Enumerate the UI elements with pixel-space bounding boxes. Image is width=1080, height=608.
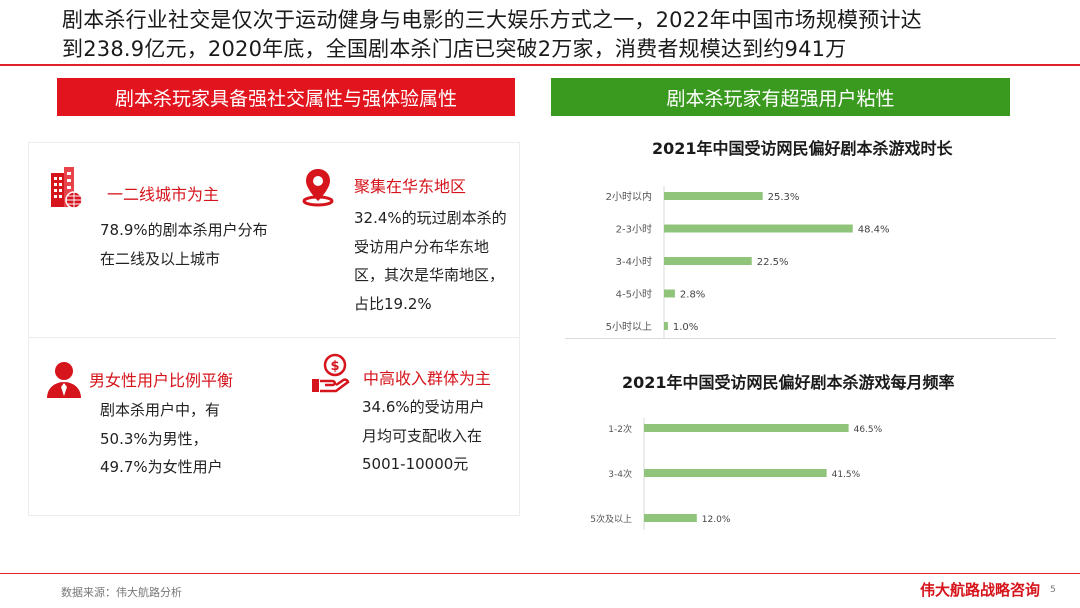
- category-label: 5次及以上: [590, 513, 632, 525]
- chart-bar: [664, 322, 668, 330]
- chart-bar: [664, 192, 763, 200]
- feature-city-line: 78.9%的剧本杀用户分布: [100, 221, 268, 239]
- headline-line-1: 剧本杀行业社交是仅次于运动健身与电影的三大娱乐方式之一，2022年中国市场规模预…: [62, 8, 922, 32]
- bottom-divider: [0, 573, 1080, 574]
- feature-region-line: 32.4%的玩过剧本杀的: [354, 209, 507, 227]
- feature-gender-line: 50.3%为男性，: [100, 429, 208, 448]
- data-label: 12.0%: [702, 515, 731, 525]
- brand-logo-text: 伟大航路战略咨询: [920, 581, 1041, 599]
- category-label: 2-3小时: [616, 224, 652, 236]
- category-label: 4-5小时: [616, 289, 652, 301]
- chart-duration-title: 2021年中国受访网民偏好剧本杀游戏时长: [652, 139, 953, 158]
- card-divider: [29, 337, 519, 338]
- data-label: 25.3%: [768, 192, 800, 203]
- feature-income-line: 5001-10000元: [362, 455, 469, 473]
- left-section-banner: 剧本杀玩家具备强社交属性与强体验属性: [57, 78, 515, 116]
- feature-region-title: 聚集在华东地区: [354, 177, 467, 196]
- location-pin-icon: [301, 167, 335, 211]
- feature-gender-title: 男女性用户比例平衡: [89, 371, 234, 390]
- chart-bar: [664, 289, 675, 298]
- right-section-banner: 剧本杀玩家有超强用户粘性: [551, 78, 1010, 116]
- feature-gender-line: 剧本杀用户中，有: [100, 401, 221, 419]
- feature-income-line: 月均可支配收入在: [362, 426, 483, 445]
- chart-bar: [664, 257, 752, 265]
- feature-city-body: 78.9%的剧本杀用户分布 在二线及以上城市: [100, 216, 300, 273]
- data-label: 41.5%: [832, 470, 861, 480]
- feature-region-line: 占比19.2%: [354, 294, 432, 313]
- data-label: 22.5%: [757, 257, 789, 268]
- source-note: 数据来源：伟大航路分析: [61, 586, 182, 599]
- feature-gender-line: 49.7%为女性用户: [100, 458, 223, 476]
- chart-frequency-svg: 1-2次 46.5% 3-4次 41.5% 5次及以上 12.0%: [590, 418, 883, 530]
- headline-line-2: 到238.9亿元，2020年底，全国剧本杀门店已突破2万家，消费者规模达到约94…: [62, 37, 847, 61]
- data-label: 46.5%: [854, 425, 883, 435]
- feature-city-title: 一二线城市为主: [107, 185, 220, 204]
- chart-bar: [664, 224, 853, 233]
- features-card: 一二线城市为主 78.9%的剧本杀用户分布 在二线及以上城市 聚集在华东地区 3…: [28, 142, 520, 516]
- category-label: 1-2次: [608, 423, 632, 435]
- chart-bar: [644, 469, 827, 477]
- category-label: 5小时以上: [606, 321, 652, 333]
- data-label: 2.8%: [680, 290, 705, 301]
- category-label: 2小时以内: [606, 190, 652, 203]
- chart-duration-svg: 2小时以内 25.3% 2-3小时 48.4% 3-4小时 22.5% 4-5小时 2.8% 5…: [606, 186, 890, 338]
- user-icon: [45, 360, 83, 404]
- slide-headline: 剧本杀行业社交是仅次于运动健身与电影的三大娱乐方式之一，2022年中国市场规模预…: [62, 6, 1062, 64]
- feature-income-title: 中高收入群体为主: [363, 369, 492, 388]
- feature-region-body: 32.4%的玩过剧本杀的 受访用户分布华东地 区，其次是华南地区， 占比19.2…: [354, 204, 519, 318]
- data-label: 1.0%: [673, 322, 698, 333]
- feature-income-body: 34.6%的受访用户 月均可支配收入在 5001-10000元: [362, 393, 522, 479]
- svg-text:$: $: [330, 359, 339, 374]
- feature-income-line: 34.6%的受访用户: [362, 398, 485, 416]
- chart-bar: [644, 514, 697, 522]
- chart-frequency-title: 2021年中国受访网民偏好剧本杀游戏每月频率: [622, 373, 955, 392]
- feature-region-line: 区，其次是华南地区，: [354, 266, 505, 284]
- top-divider: [0, 64, 1080, 66]
- city-buildings-icon: [47, 167, 83, 213]
- page-number: 5: [1050, 585, 1056, 595]
- category-label: 3-4次: [608, 468, 632, 480]
- chart-bar: [644, 424, 849, 432]
- data-label: 48.4%: [858, 225, 890, 236]
- chart-separator: [565, 338, 1056, 339]
- feature-gender-body: 剧本杀用户中，有 50.3%为男性， 49.7%为女性用户: [100, 396, 300, 482]
- money-hand-icon: $: [311, 353, 351, 399]
- feature-city-line: 在二线及以上城市: [100, 249, 221, 268]
- feature-region-line: 受访用户分布华东地: [354, 237, 490, 256]
- category-label: 3-4小时: [616, 256, 652, 268]
